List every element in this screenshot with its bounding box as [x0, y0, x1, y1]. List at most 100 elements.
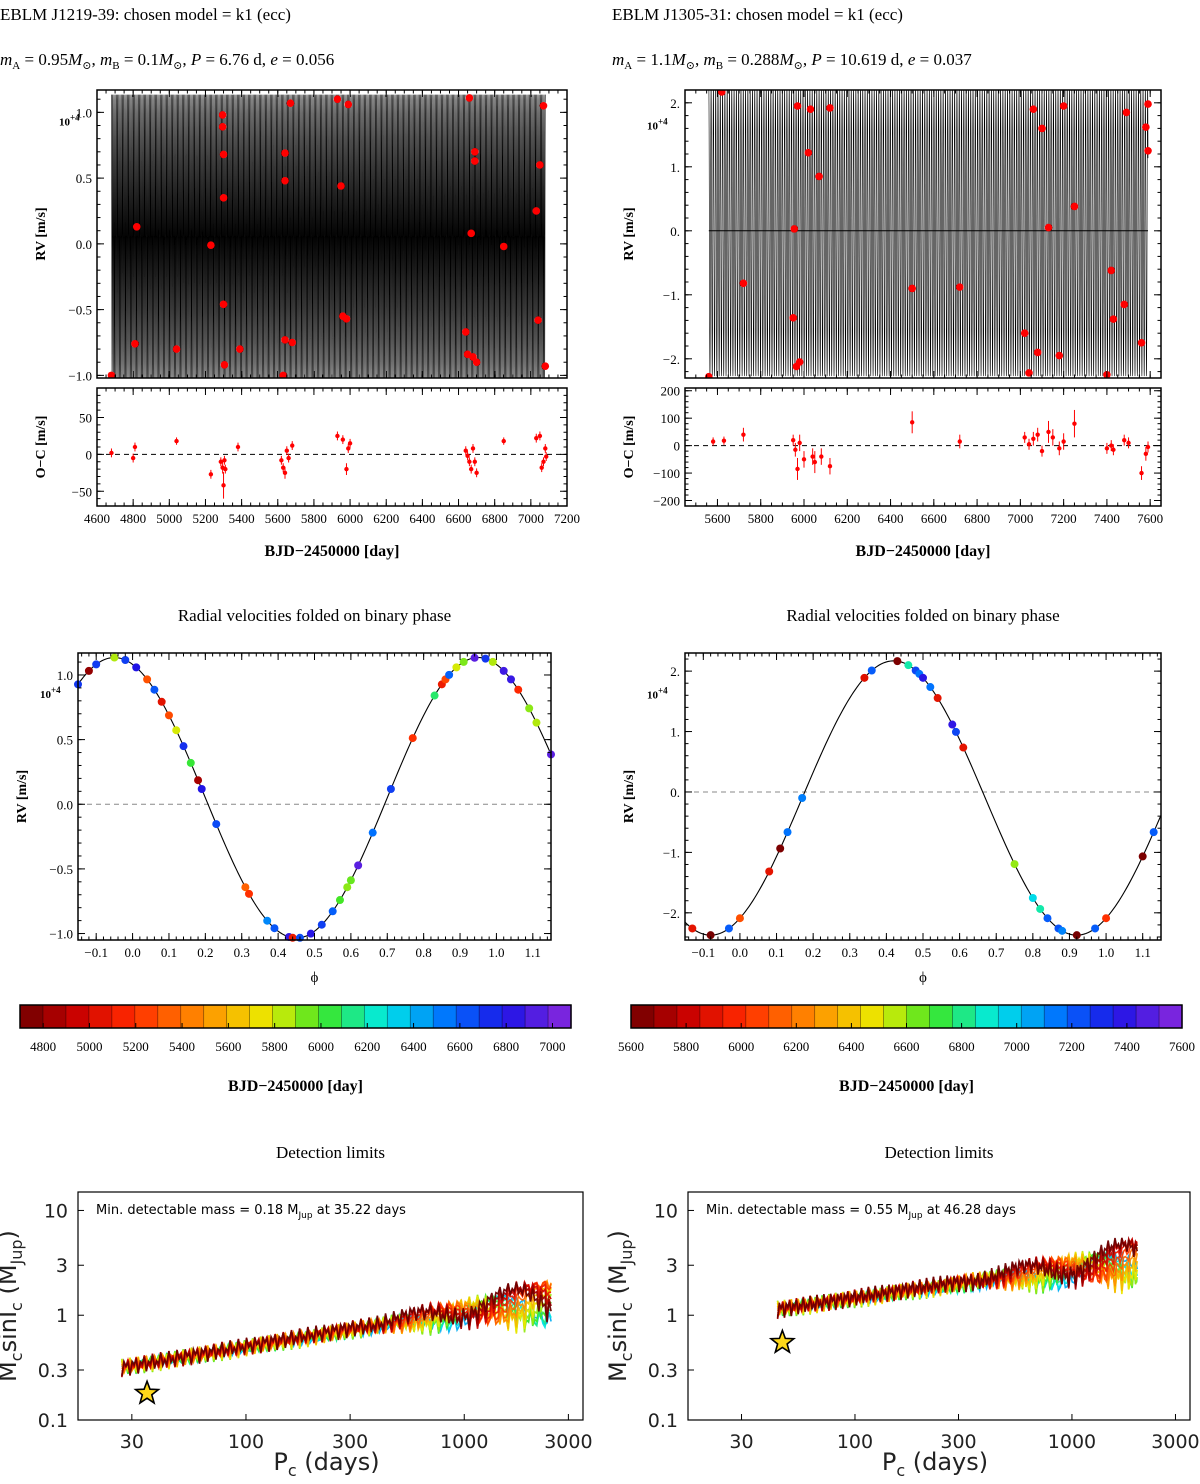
colorbar-segment [341, 1005, 365, 1028]
x-tick-label: 4600 [84, 511, 110, 526]
y-tick-label: −2. [663, 352, 680, 367]
y-tick-label: −50 [72, 484, 92, 499]
colorbar-segment [272, 1005, 297, 1028]
colorbar-segment [433, 1005, 457, 1028]
x-tick-label: 4800 [120, 511, 146, 526]
y-axis-label: McsinIc (MJup) [0, 1230, 26, 1382]
y-tick-label: 50 [79, 411, 92, 426]
phase-data-point [172, 726, 181, 735]
rv-data-point [499, 242, 508, 251]
x-tick-label: 6600 [446, 511, 472, 526]
phase-data-point [951, 727, 960, 736]
phase-data-point [776, 844, 785, 853]
colorbar-segment [837, 1005, 862, 1028]
colorbar-tick-label: 6600 [447, 1039, 473, 1054]
colorbar-segment [502, 1005, 526, 1028]
colorbar-segment [906, 1005, 931, 1028]
residual-point [534, 435, 539, 441]
rv-data-point [536, 161, 544, 169]
rv-data-point [1144, 147, 1152, 155]
residual-point [544, 454, 549, 459]
detection-axes [77, 1191, 584, 1421]
phase-data-point [164, 711, 173, 720]
y-tick-label: 0.0 [57, 797, 73, 812]
rv-model-curve [708, 90, 1149, 377]
residual-point [1039, 448, 1045, 454]
residual-point [344, 466, 349, 472]
residual-point [286, 455, 291, 461]
residual-point [827, 464, 833, 469]
phase-data-point [514, 685, 523, 694]
rv-data-point [281, 149, 289, 157]
x-tick-label: 7600 [1137, 511, 1163, 526]
residual-point [810, 454, 815, 459]
rv-data-point [1029, 105, 1038, 113]
x-tick-label: 100 [228, 1431, 264, 1453]
x-tick-label: 0.3 [234, 945, 250, 960]
residual-point [1072, 421, 1077, 426]
phase-data-point [186, 758, 195, 767]
colorbar-segment [952, 1005, 976, 1028]
residual-point [1057, 446, 1062, 451]
x-axis-label: Pc (days) [882, 1448, 988, 1480]
phase-data-point [506, 675, 515, 684]
phase-data-point [368, 828, 377, 837]
residual-point [797, 440, 802, 446]
phase-data-point [157, 697, 166, 706]
residual-point [221, 483, 226, 488]
y-tick-label: 0.5 [57, 733, 73, 748]
rv-time-panel: −1.0 −0.5 0.0 0.5 1.0 RV [m/s] 10+4 [34, 89, 568, 383]
phase-data-point [532, 718, 541, 727]
residual-point [501, 438, 506, 444]
y-axis-multiplier: 10+4 [59, 113, 80, 129]
phase-data-point [735, 914, 744, 923]
phase-data-point [783, 828, 792, 837]
x-tick-label: 6000 [337, 511, 363, 526]
x-tick-label: 0.3 [842, 945, 858, 960]
residual-point [222, 458, 227, 463]
colorbar: 4800 5000 5200 5400 5600 5800 6000 6200 6400 6600… [19, 1004, 572, 1095]
residual-point [284, 448, 290, 453]
x-tick-label: 100 [837, 1431, 873, 1453]
colorbar-segment [883, 1005, 908, 1028]
rv-time-panel: −2. −1. 0. 1. 2. RV [m/s] 10+4 [622, 89, 1162, 379]
phase-data-point [306, 929, 315, 938]
rv-data-point [1044, 223, 1053, 232]
x-tick-label: 6000 [791, 511, 817, 526]
residual-point [537, 433, 543, 439]
x-tick-label: 300 [332, 1431, 368, 1453]
phase-data-point [343, 883, 352, 892]
rv-data-point [219, 150, 228, 159]
colorbar-segment [456, 1005, 480, 1028]
rv-data-point [471, 148, 479, 156]
rv-data-point [333, 95, 342, 104]
colorbar-segment [111, 1005, 136, 1028]
x-axis-label: ϕ [311, 970, 319, 986]
rv-data-point [219, 194, 228, 202]
phase-data-point [919, 673, 927, 682]
residual-point [109, 450, 114, 456]
x-tick-label: 7200 [554, 511, 580, 526]
y-tick-label: 10 [654, 1200, 678, 1222]
x-tick-label: 5800 [301, 511, 327, 526]
min-mass-star-marker [768, 1328, 796, 1355]
colorbar-segment [134, 1005, 159, 1028]
phase-data-point [346, 876, 355, 885]
residual-point [1026, 442, 1032, 447]
rv-data-point [131, 340, 139, 348]
phase-data-point [121, 656, 130, 665]
phase-title: Radial velocities folded on binary phase [178, 606, 451, 625]
colorbar-segment [1067, 1005, 1091, 1028]
y-tick-label: 0. [670, 224, 680, 239]
phase-data-point [959, 743, 968, 752]
x-tick-label: 0.8 [416, 945, 432, 960]
colorbar-segment [676, 1005, 701, 1028]
x-tick-label: 5400 [229, 511, 255, 526]
x-tick-label: 0.2 [197, 945, 213, 960]
rv-data-point [461, 328, 470, 336]
phase-data-point [328, 907, 337, 916]
colorbar-segment [548, 1005, 572, 1028]
rv-data-point [532, 207, 541, 215]
residual-point [208, 472, 214, 477]
